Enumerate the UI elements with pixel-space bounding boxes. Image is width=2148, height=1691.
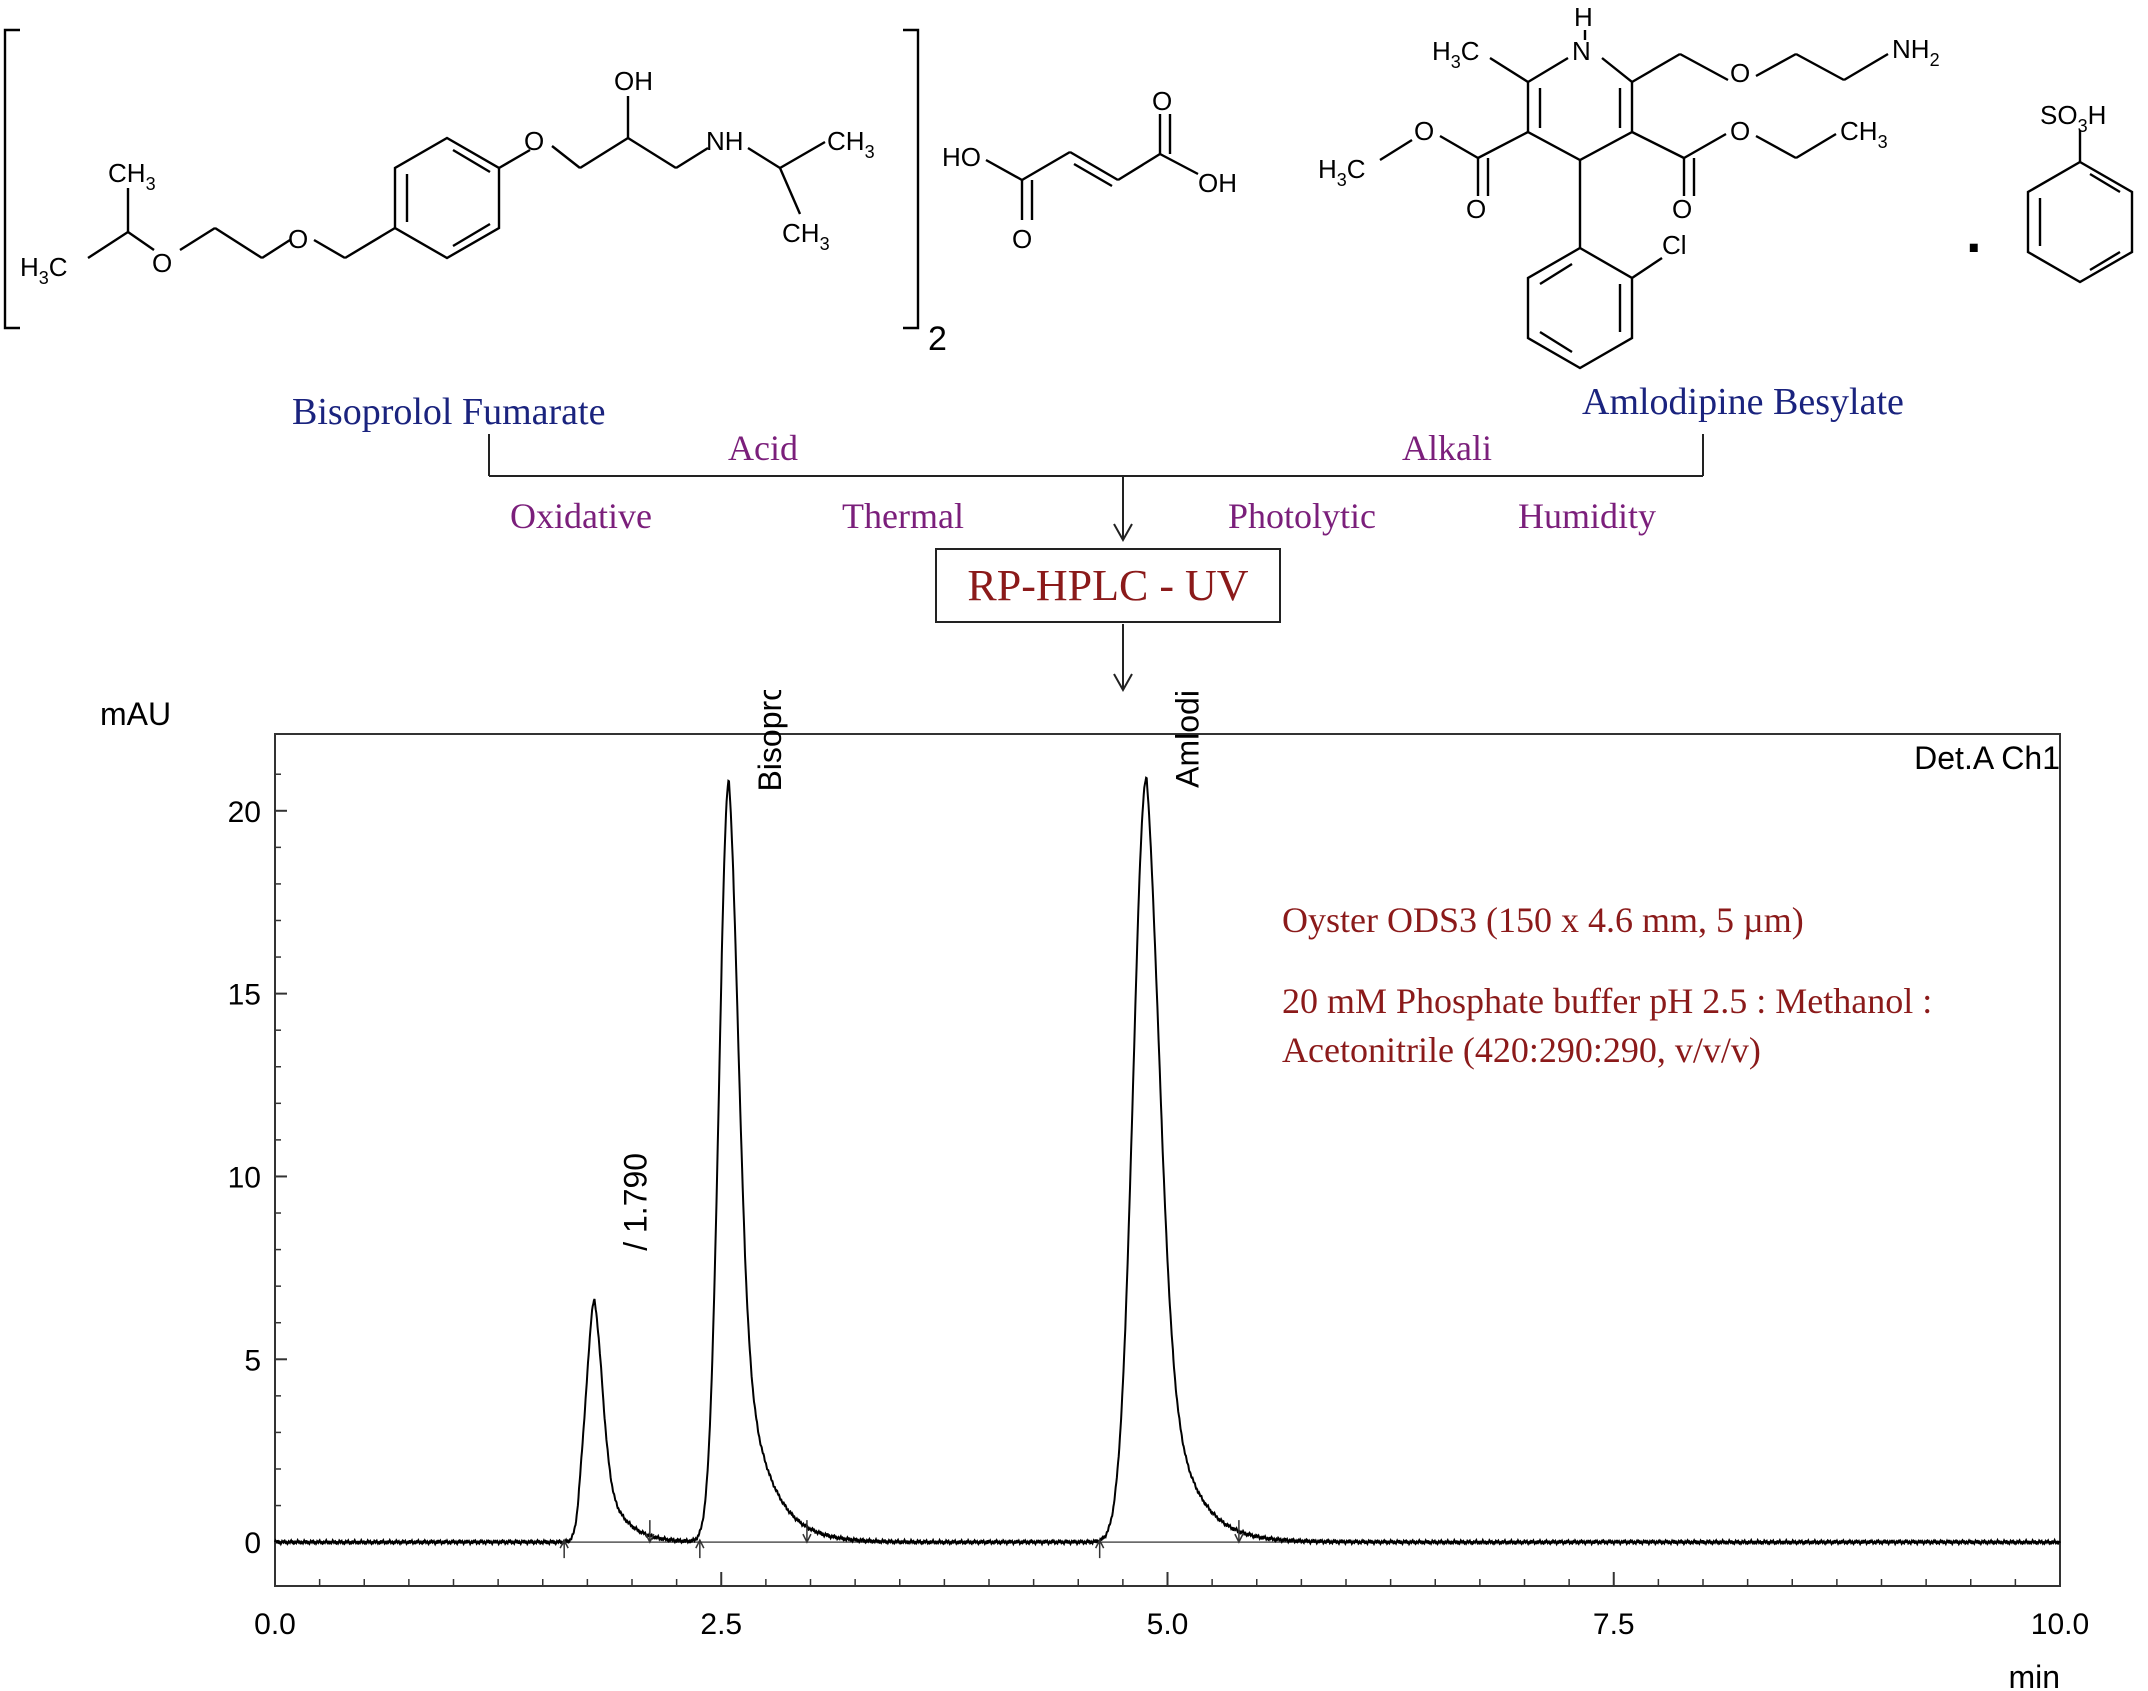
method-label: RP-HPLC - UV [967, 561, 1248, 610]
method-box [935, 548, 1281, 623]
svg-text:O: O [288, 224, 308, 254]
chromatogram-trace [274, 776, 2061, 1547]
bisoprolol-label: Bisoprolol Fumarate [292, 391, 605, 433]
x-tick-label: 7.5 [1593, 1608, 1635, 1641]
bisoprolol-structure: 2 CH3 H3C O O O OH NH CH3 CH3 [3, 28, 947, 358]
svg-text:O: O [524, 126, 544, 156]
column-annotation: Oyster ODS3 (150 x 4.6 mm, 5 µm) [1282, 900, 1804, 940]
integration-marks [559, 1520, 1244, 1559]
svg-text:HO: HO [942, 142, 981, 172]
peak-labels: / 1.790 Bisoprolol / 2.543 Amlodipine / 4.… [618, 690, 1206, 1251]
svg-text:O: O [1466, 194, 1486, 224]
salt-dot: . [1966, 201, 1982, 264]
y-tick-label: 10 [228, 1161, 261, 1194]
mark-head [1234, 1533, 1244, 1544]
svg-text:H: H [1574, 2, 1593, 32]
svg-text:H3C: H3C [1432, 36, 1480, 72]
flow-connector [488, 434, 1704, 693]
svg-text:O: O [1672, 194, 1692, 224]
y-tick-label: 20 [228, 796, 261, 829]
condition-alkali: Alkali [1402, 428, 1492, 468]
svg-text:CH3: CH3 [1840, 116, 1888, 152]
scheme-panel: 2 CH3 H3C O O O OH NH CH3 CH3 HO [3, 2, 2134, 693]
svg-text:O: O [1730, 58, 1750, 88]
integration-mark [695, 1538, 705, 1559]
x-tick-label: 2.5 [700, 1608, 742, 1641]
y-tick-label: 5 [244, 1344, 261, 1377]
besylate-structure: SO3H [2026, 100, 2134, 284]
svg-text:NH: NH [706, 126, 744, 156]
condition-acid: Acid [728, 428, 798, 468]
peak-label: Amlodipine / 4.883 [1170, 690, 1206, 788]
mobile-phase-annotation-line1: 20 mM Phosphate buffer pH 2.5 : Methanol… [1282, 981, 1932, 1021]
y-axis: 0 5 10 15 20 [228, 773, 287, 1560]
bracket-subscript: 2 [928, 320, 947, 358]
svg-text:O: O [1414, 116, 1434, 146]
y-tick-label: 0 [244, 1527, 261, 1560]
peak-label: Bisoprolol / 2.543 [752, 690, 788, 792]
mark-head [695, 1538, 705, 1549]
svg-text:OH: OH [614, 66, 653, 96]
x-tick-label: 0.0 [254, 1608, 296, 1641]
amlodipine-label: Amlodipine Besylate [1582, 381, 1904, 423]
x-axis: 0.0 2.5 5.0 7.5 10.0 [254, 1572, 2089, 1641]
svg-text:CH3: CH3 [782, 218, 830, 254]
svg-text:CH3: CH3 [827, 126, 875, 162]
plot-frame [274, 733, 2061, 1587]
svg-text:H3C: H3C [20, 252, 68, 288]
svg-text:NH2: NH2 [1892, 34, 1940, 70]
y-axis-label: mAU [100, 696, 171, 732]
bracket-left [3, 28, 20, 330]
svg-text:O: O [1152, 86, 1172, 116]
fumaric-acid-structure: HO O O OH [942, 86, 1237, 254]
svg-text:N: N [1572, 36, 1591, 66]
integration-mark [1094, 1538, 1105, 1559]
condition-humidity: Humidity [1518, 496, 1656, 536]
integration-mark [559, 1538, 569, 1559]
integration-mark [645, 1520, 655, 1544]
svg-text:O: O [1730, 116, 1750, 146]
svg-text:O: O [1012, 224, 1032, 254]
condition-photolytic: Photolytic [1228, 496, 1376, 536]
integration-mark [802, 1520, 812, 1544]
svg-text:OH: OH [1198, 168, 1237, 198]
svg-text:O: O [152, 248, 172, 278]
integration-mark [1234, 1520, 1244, 1544]
mark-head [645, 1533, 655, 1544]
condition-thermal: Thermal [842, 496, 964, 536]
peak-label: / 1.790 [618, 1153, 654, 1251]
mark-head [802, 1533, 812, 1544]
detector-label: Det.A Ch1 [1914, 740, 2060, 776]
mobile-phase-annotation-line2: Acetonitrile (420:290:290, v/v/v) [1282, 1030, 1761, 1070]
condition-oxidative: Oxidative [510, 496, 652, 536]
mark-head [1094, 1538, 1105, 1549]
y-tick-label: 15 [228, 979, 261, 1012]
x-tick-label: 5.0 [1147, 1608, 1189, 1641]
svg-text:Cl: Cl [1662, 230, 1687, 260]
svg-text:SO3H: SO3H [2040, 100, 2106, 136]
amlodipine-structure: H N H3C O NH2 O O H3C O O CH3 [1318, 2, 1940, 370]
mark-head [559, 1538, 569, 1549]
x-axis-label: min [2008, 1659, 2060, 1691]
svg-text:CH3: CH3 [108, 158, 156, 194]
bracket-right [903, 28, 920, 330]
x-tick-label: 10.0 [2031, 1608, 2089, 1641]
svg-text:H3C: H3C [1318, 154, 1366, 190]
